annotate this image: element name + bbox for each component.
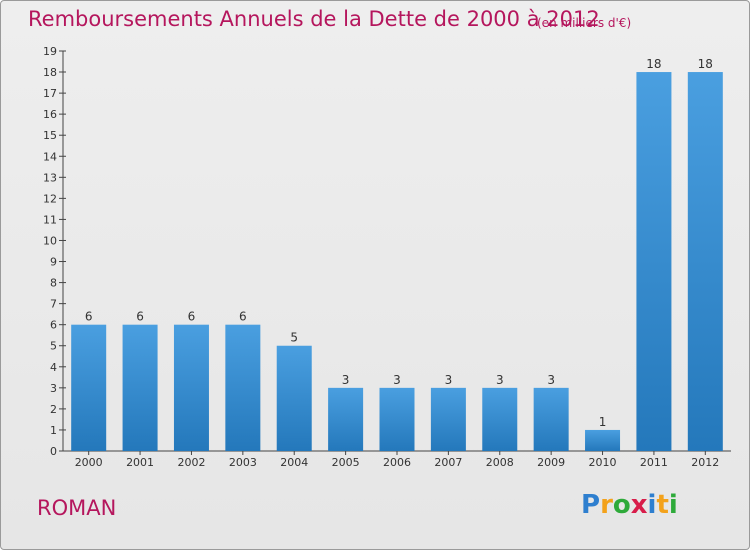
data-label: 18: [698, 57, 713, 71]
data-label: 6: [239, 310, 247, 324]
y-tick-label: 2: [50, 403, 57, 416]
y-tick-label: 7: [50, 298, 57, 311]
x-tick-label: 2010: [589, 456, 617, 469]
x-tick-label: 2000: [75, 456, 103, 469]
y-tick-label: 9: [50, 256, 57, 269]
chart-title: Remboursements Annuels de la Dette de 20…: [28, 7, 600, 31]
x-tick-label: 2006: [383, 456, 411, 469]
x-tick-label: 2004: [280, 456, 308, 469]
y-tick-label: 6: [50, 319, 57, 332]
logo-letter: P: [581, 490, 601, 520]
x-tick-label: 2011: [640, 456, 668, 469]
y-tick-label: 15: [43, 129, 57, 142]
y-tick-label: 13: [43, 171, 57, 184]
bar: [71, 324, 107, 451]
y-tick-label: 19: [43, 45, 57, 58]
bar: [225, 324, 261, 451]
y-tick-label: 16: [43, 108, 57, 121]
logo-letter: t: [656, 490, 669, 520]
y-tick-label: 8: [50, 277, 57, 290]
bar: [173, 324, 209, 451]
x-tick-label: 2002: [177, 456, 205, 469]
y-tick-label: 14: [43, 150, 57, 163]
logo-letter: i: [668, 490, 678, 520]
data-label: 18: [646, 57, 661, 71]
town-name: ROMAN: [37, 496, 117, 520]
bar: [687, 72, 723, 451]
x-tick-label: 2012: [691, 456, 719, 469]
y-tick-label: 1: [50, 424, 57, 437]
bar: [533, 387, 569, 451]
bar: [430, 387, 466, 451]
data-label: 3: [393, 373, 401, 387]
data-label: 3: [445, 373, 453, 387]
bar: [636, 72, 672, 451]
x-tick-label: 2007: [434, 456, 462, 469]
data-label: 3: [342, 373, 350, 387]
y-tick-label: 10: [43, 234, 57, 247]
data-label: 3: [496, 373, 504, 387]
data-label: 3: [547, 373, 555, 387]
x-tick-label: 2005: [332, 456, 360, 469]
y-tick-label: 18: [43, 66, 57, 79]
unit-note: (en milliers d'€): [537, 16, 632, 30]
bar: [585, 429, 621, 451]
y-tick-label: 5: [50, 340, 57, 353]
data-label: 6: [188, 310, 196, 324]
x-tick-label: 2001: [126, 456, 154, 469]
x-tick-label: 2008: [486, 456, 514, 469]
data-label: 1: [599, 415, 607, 429]
x-tick-label: 2003: [229, 456, 257, 469]
y-tick-label: 4: [50, 361, 57, 374]
logo-letter: o: [612, 490, 631, 520]
bar: [328, 387, 364, 451]
bar: [379, 387, 415, 451]
logo-letter: r: [600, 490, 613, 520]
y-tick-label: 3: [50, 382, 57, 395]
bar: [482, 387, 518, 451]
y-tick-label: 12: [43, 192, 57, 205]
y-tick-label: 11: [43, 213, 57, 226]
logo-letter: x: [630, 490, 648, 520]
bar: [276, 345, 312, 451]
bar: [122, 324, 158, 451]
x-tick-label: 2009: [537, 456, 565, 469]
logo-letter: i: [647, 490, 657, 520]
proxiti-logo: Proxiti: [581, 490, 678, 520]
data-label: 6: [85, 310, 93, 324]
y-tick-label: 0: [50, 445, 57, 458]
data-label: 6: [136, 310, 144, 324]
y-tick-label: 17: [43, 87, 57, 100]
data-label: 5: [290, 331, 298, 345]
